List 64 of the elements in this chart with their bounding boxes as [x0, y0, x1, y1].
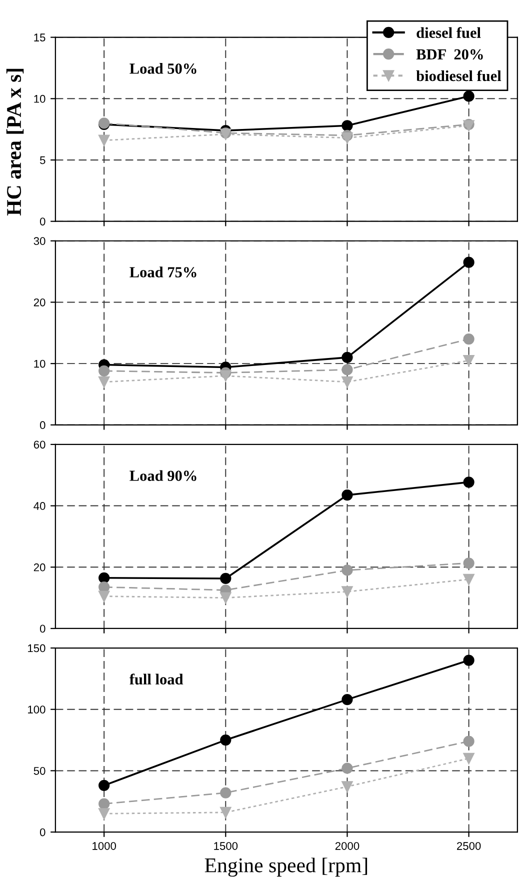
point	[220, 592, 232, 604]
annotation: full load	[129, 674, 184, 685]
y-tick-label: 30	[34, 237, 46, 246]
y-axis-title: HC area [PA x s]	[6, 68, 24, 216]
point	[98, 376, 110, 388]
y-tick-label: 50	[34, 766, 46, 775]
point	[342, 490, 353, 501]
y-tick-label: 0	[40, 828, 46, 836]
x-axis-title: Engine speed [rpm]	[204, 858, 368, 877]
y-tick-label: 20	[34, 563, 46, 572]
annotation: Load 90%	[130, 470, 196, 482]
y-tick-label: 100	[28, 706, 46, 714]
point	[463, 333, 474, 345]
point	[342, 352, 353, 363]
point	[463, 654, 474, 666]
point	[220, 734, 232, 746]
y-tick-label: 10	[34, 94, 46, 103]
point	[98, 590, 110, 602]
y-tick-label: 0	[40, 421, 46, 430]
point	[463, 574, 474, 585]
legend-label: biodiesel fuel	[416, 70, 502, 82]
point	[463, 476, 474, 488]
point	[220, 787, 232, 798]
annotation: Load 50%	[130, 63, 196, 74]
point	[98, 780, 110, 791]
point	[342, 376, 353, 388]
point	[463, 354, 474, 366]
x-tick-label: 1500	[214, 842, 238, 850]
point	[98, 572, 110, 584]
point	[98, 365, 110, 376]
point	[463, 558, 474, 569]
point	[220, 572, 232, 584]
point	[342, 564, 353, 576]
point	[220, 806, 232, 818]
y-tick-label: 10	[34, 360, 46, 368]
point	[220, 370, 232, 382]
point	[342, 586, 353, 598]
point	[463, 256, 474, 268]
point	[98, 798, 110, 810]
point	[342, 694, 353, 706]
y-tick-label: 20	[34, 298, 46, 306]
y-tick-label: 40	[34, 502, 46, 510]
x-tick-label: 2000	[335, 842, 360, 850]
point	[342, 132, 353, 144]
y-tick-label: 150	[28, 644, 46, 652]
y-tick-label: 0	[40, 218, 46, 226]
point	[463, 90, 474, 102]
point	[463, 736, 474, 747]
legend-label: diesel fuel	[416, 27, 481, 38]
point	[342, 762, 353, 774]
x-tick-label: 1000	[92, 842, 116, 850]
point	[342, 781, 353, 792]
point	[98, 134, 110, 146]
y-tick-label: 5	[40, 156, 46, 164]
y-tick-label: 60	[34, 440, 46, 449]
point	[463, 752, 474, 764]
point	[342, 120, 353, 132]
y-tick-label: 15	[34, 34, 46, 42]
point	[98, 808, 110, 820]
legend-label: BDF 20%	[416, 49, 483, 60]
x-tick-label: 2500	[457, 842, 481, 850]
point	[342, 364, 353, 376]
annotation: Load 75%	[130, 266, 196, 278]
y-tick-label: 0	[40, 624, 46, 633]
